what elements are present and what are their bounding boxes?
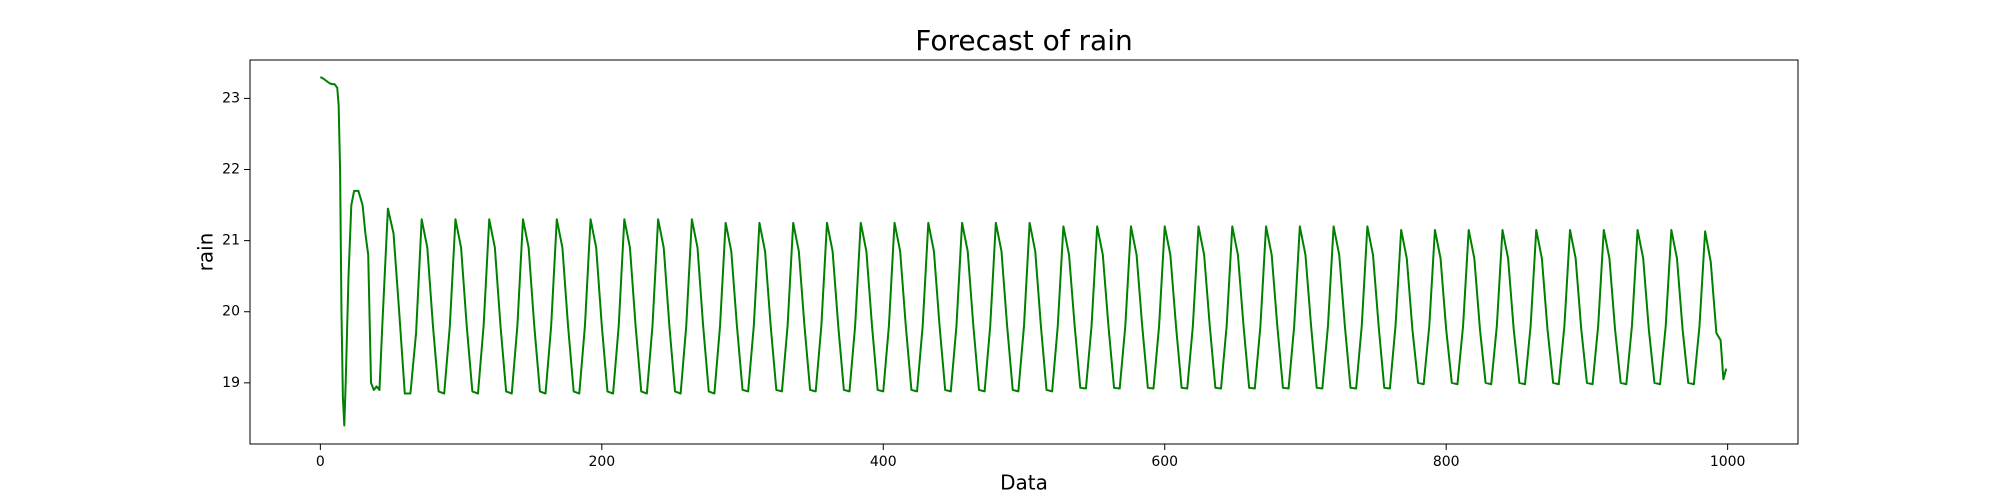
- x-tick-label: 600: [1151, 454, 1178, 470]
- data-line: [319, 76, 1728, 427]
- x-axis-label: Data: [1000, 471, 1048, 495]
- y-tick-label: 21: [222, 233, 240, 249]
- chart-title: Forecast of rain: [915, 24, 1132, 57]
- x-tick-label: 200: [588, 454, 615, 470]
- y-axis-label: rain: [194, 233, 218, 272]
- y-tick-label: 19: [222, 375, 240, 391]
- plot-frame: [249, 59, 1799, 445]
- y-tick-label: 22: [222, 162, 240, 178]
- x-tick-label: 1000: [1710, 454, 1746, 470]
- x-tick-label: 800: [1433, 454, 1460, 470]
- x-tick-label: 400: [870, 454, 897, 470]
- y-tick-label: 20: [222, 304, 240, 320]
- y-tick-label: 23: [222, 90, 240, 106]
- x-tick-label: 0: [316, 454, 325, 470]
